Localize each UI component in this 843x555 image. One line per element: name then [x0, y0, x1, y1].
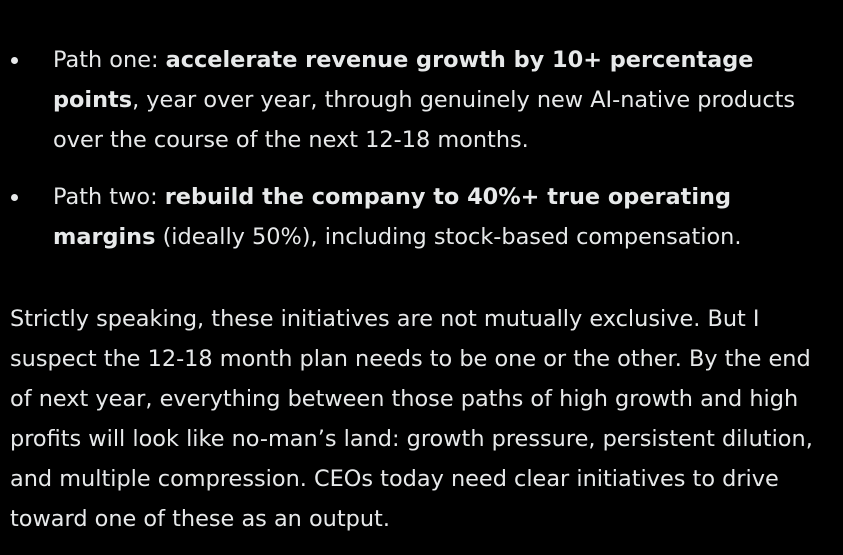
bullet-dot-icon [11, 57, 18, 64]
bullet-bold-text: rebuild the company to 40%+ true operati… [53, 184, 732, 250]
bullet-prefix: Path two: [53, 184, 165, 210]
bullet-suffix: (ideally 50%), including stock-based com… [155, 224, 742, 250]
bullet-item-path-two: Path two: rebuild the company to 40%+ tr… [0, 177, 843, 257]
bullet-prefix: Path one: [53, 47, 166, 73]
bullet-suffix: , year over year, through genuinely new … [53, 87, 796, 153]
body-paragraph: Strictly speaking, these initiatives are… [10, 306, 813, 532]
bullet-list: Path one: accelerate revenue growth by 1… [0, 40, 843, 257]
bullet-dot-icon [11, 194, 18, 201]
bullet-item-path-one: Path one: accelerate revenue growth by 1… [0, 40, 843, 160]
bullet-bold-text: accelerate revenue growth by 10+ percent… [53, 47, 754, 113]
